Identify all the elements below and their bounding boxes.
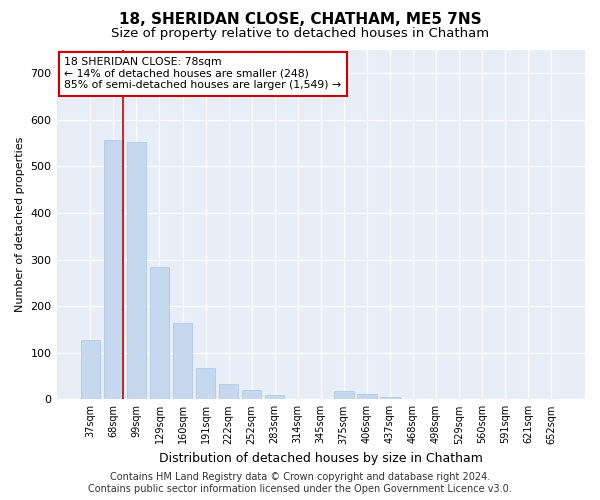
Bar xyxy=(149,266,169,400)
X-axis label: Distribution of detached houses by size in Chatham: Distribution of detached houses by size … xyxy=(159,452,483,465)
Bar xyxy=(104,140,123,400)
Y-axis label: Number of detached properties: Number of detached properties xyxy=(15,137,25,312)
Bar xyxy=(219,384,238,400)
Bar xyxy=(380,397,400,400)
Bar xyxy=(173,324,193,400)
Text: Size of property relative to detached houses in Chatham: Size of property relative to detached ho… xyxy=(111,28,489,40)
Bar xyxy=(196,368,215,400)
Bar xyxy=(334,391,353,400)
Bar xyxy=(242,390,262,400)
Text: Contains HM Land Registry data © Crown copyright and database right 2024.
Contai: Contains HM Land Registry data © Crown c… xyxy=(88,472,512,494)
Bar xyxy=(265,394,284,400)
Bar xyxy=(127,142,146,400)
Bar xyxy=(80,340,100,400)
Bar xyxy=(357,394,377,400)
Text: 18, SHERIDAN CLOSE, CHATHAM, ME5 7NS: 18, SHERIDAN CLOSE, CHATHAM, ME5 7NS xyxy=(119,12,481,28)
Text: 18 SHERIDAN CLOSE: 78sqm
← 14% of detached houses are smaller (248)
85% of semi-: 18 SHERIDAN CLOSE: 78sqm ← 14% of detach… xyxy=(64,57,341,90)
